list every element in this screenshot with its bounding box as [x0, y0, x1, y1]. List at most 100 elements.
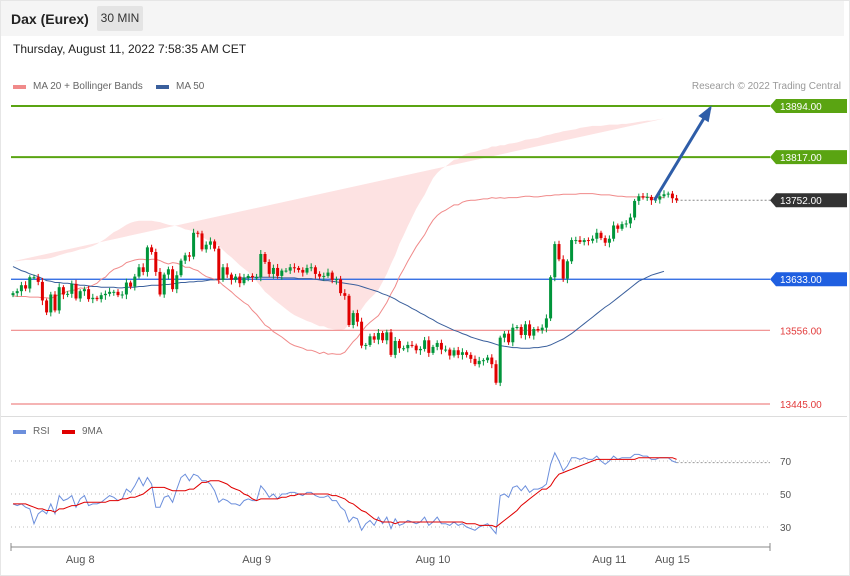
candle-body	[553, 244, 557, 278]
candle-body	[162, 274, 166, 295]
candle-body	[145, 247, 149, 272]
candle	[284, 267, 288, 273]
candle	[166, 266, 170, 280]
candle	[456, 346, 460, 359]
candle	[393, 336, 397, 359]
candle-body	[372, 336, 376, 340]
candle	[15, 288, 19, 297]
price-tag-label: 13633.00	[780, 275, 822, 286]
candle-body	[137, 267, 141, 277]
candle-body	[586, 240, 590, 242]
candle	[633, 198, 637, 221]
candle	[448, 347, 452, 360]
candle-body	[414, 345, 418, 351]
candle-body	[532, 329, 536, 336]
candle	[431, 344, 435, 355]
candle-body	[460, 352, 464, 355]
candle	[99, 292, 103, 303]
candle	[36, 273, 40, 286]
candle	[473, 355, 477, 367]
candle-body	[616, 225, 620, 229]
candle-body	[229, 274, 233, 280]
bollinger-band	[13, 118, 664, 331]
candle	[192, 228, 196, 260]
ma50-line	[12, 266, 665, 349]
candle-body	[574, 240, 578, 242]
candle-body	[368, 336, 372, 345]
time-tick-label: Aug 10	[416, 554, 451, 566]
time-tick-label: Aug 9	[242, 554, 271, 566]
candle	[460, 348, 464, 360]
candle-body	[74, 283, 78, 299]
candle	[549, 275, 553, 322]
candle	[322, 272, 326, 281]
candle	[45, 298, 49, 316]
candle-body	[402, 348, 406, 350]
panel-divider	[1, 416, 847, 417]
candle	[582, 238, 586, 246]
candle-body	[246, 275, 250, 278]
candle	[486, 354, 490, 363]
candle-body	[595, 232, 599, 239]
candle-body	[271, 267, 275, 274]
candle-body	[666, 193, 670, 195]
candle-body	[418, 348, 422, 351]
candle-body	[381, 332, 385, 341]
candle	[574, 236, 578, 245]
candle	[444, 345, 448, 353]
candle	[389, 329, 393, 357]
candle	[95, 295, 99, 302]
ma50-swatch	[156, 84, 169, 89]
candle	[288, 263, 292, 274]
ma50-legend-label: MA 50	[176, 81, 205, 92]
interval-button[interactable]: 30 MIN	[97, 6, 143, 31]
candle	[607, 235, 611, 248]
candle	[259, 250, 263, 282]
candle	[557, 240, 561, 262]
candle-body	[578, 240, 582, 243]
candle	[82, 286, 86, 296]
candle	[158, 267, 162, 297]
candle	[53, 291, 57, 313]
candle	[187, 252, 191, 262]
candle	[129, 280, 133, 290]
candle	[242, 273, 246, 286]
candle	[519, 324, 523, 339]
candle	[452, 347, 456, 358]
candle-body	[658, 196, 662, 200]
rsi-ma-line	[13, 457, 677, 528]
candle	[364, 342, 368, 350]
candle	[116, 289, 120, 298]
candle	[225, 263, 229, 278]
candle	[280, 268, 284, 280]
candle	[465, 350, 469, 358]
candle-body	[641, 196, 645, 198]
candle-body	[175, 275, 179, 290]
candle-body	[477, 360, 481, 365]
candle	[305, 264, 309, 275]
candle-body	[217, 248, 221, 280]
candle	[145, 245, 149, 277]
candle	[276, 263, 280, 279]
candle	[221, 263, 225, 282]
candle	[620, 221, 624, 231]
candle	[368, 333, 372, 347]
ma20-swatch	[13, 84, 26, 89]
candle-body	[406, 344, 410, 349]
price-tag-13752.00	[770, 193, 847, 208]
candle-body	[334, 279, 338, 281]
price-legend-ma20: MA 20 + Bollinger Bands	[13, 81, 143, 92]
candle-body	[95, 297, 99, 300]
candle	[271, 264, 275, 279]
candle	[204, 241, 208, 253]
candle	[141, 263, 145, 276]
candle	[570, 237, 574, 264]
candle-body	[385, 332, 389, 341]
candle-body	[339, 279, 343, 294]
candle	[565, 259, 569, 284]
time-tick-label: Aug 11	[592, 554, 626, 566]
candle	[263, 252, 267, 264]
candle-body	[187, 255, 191, 257]
candle-body	[360, 321, 364, 346]
candle-body	[238, 276, 242, 284]
